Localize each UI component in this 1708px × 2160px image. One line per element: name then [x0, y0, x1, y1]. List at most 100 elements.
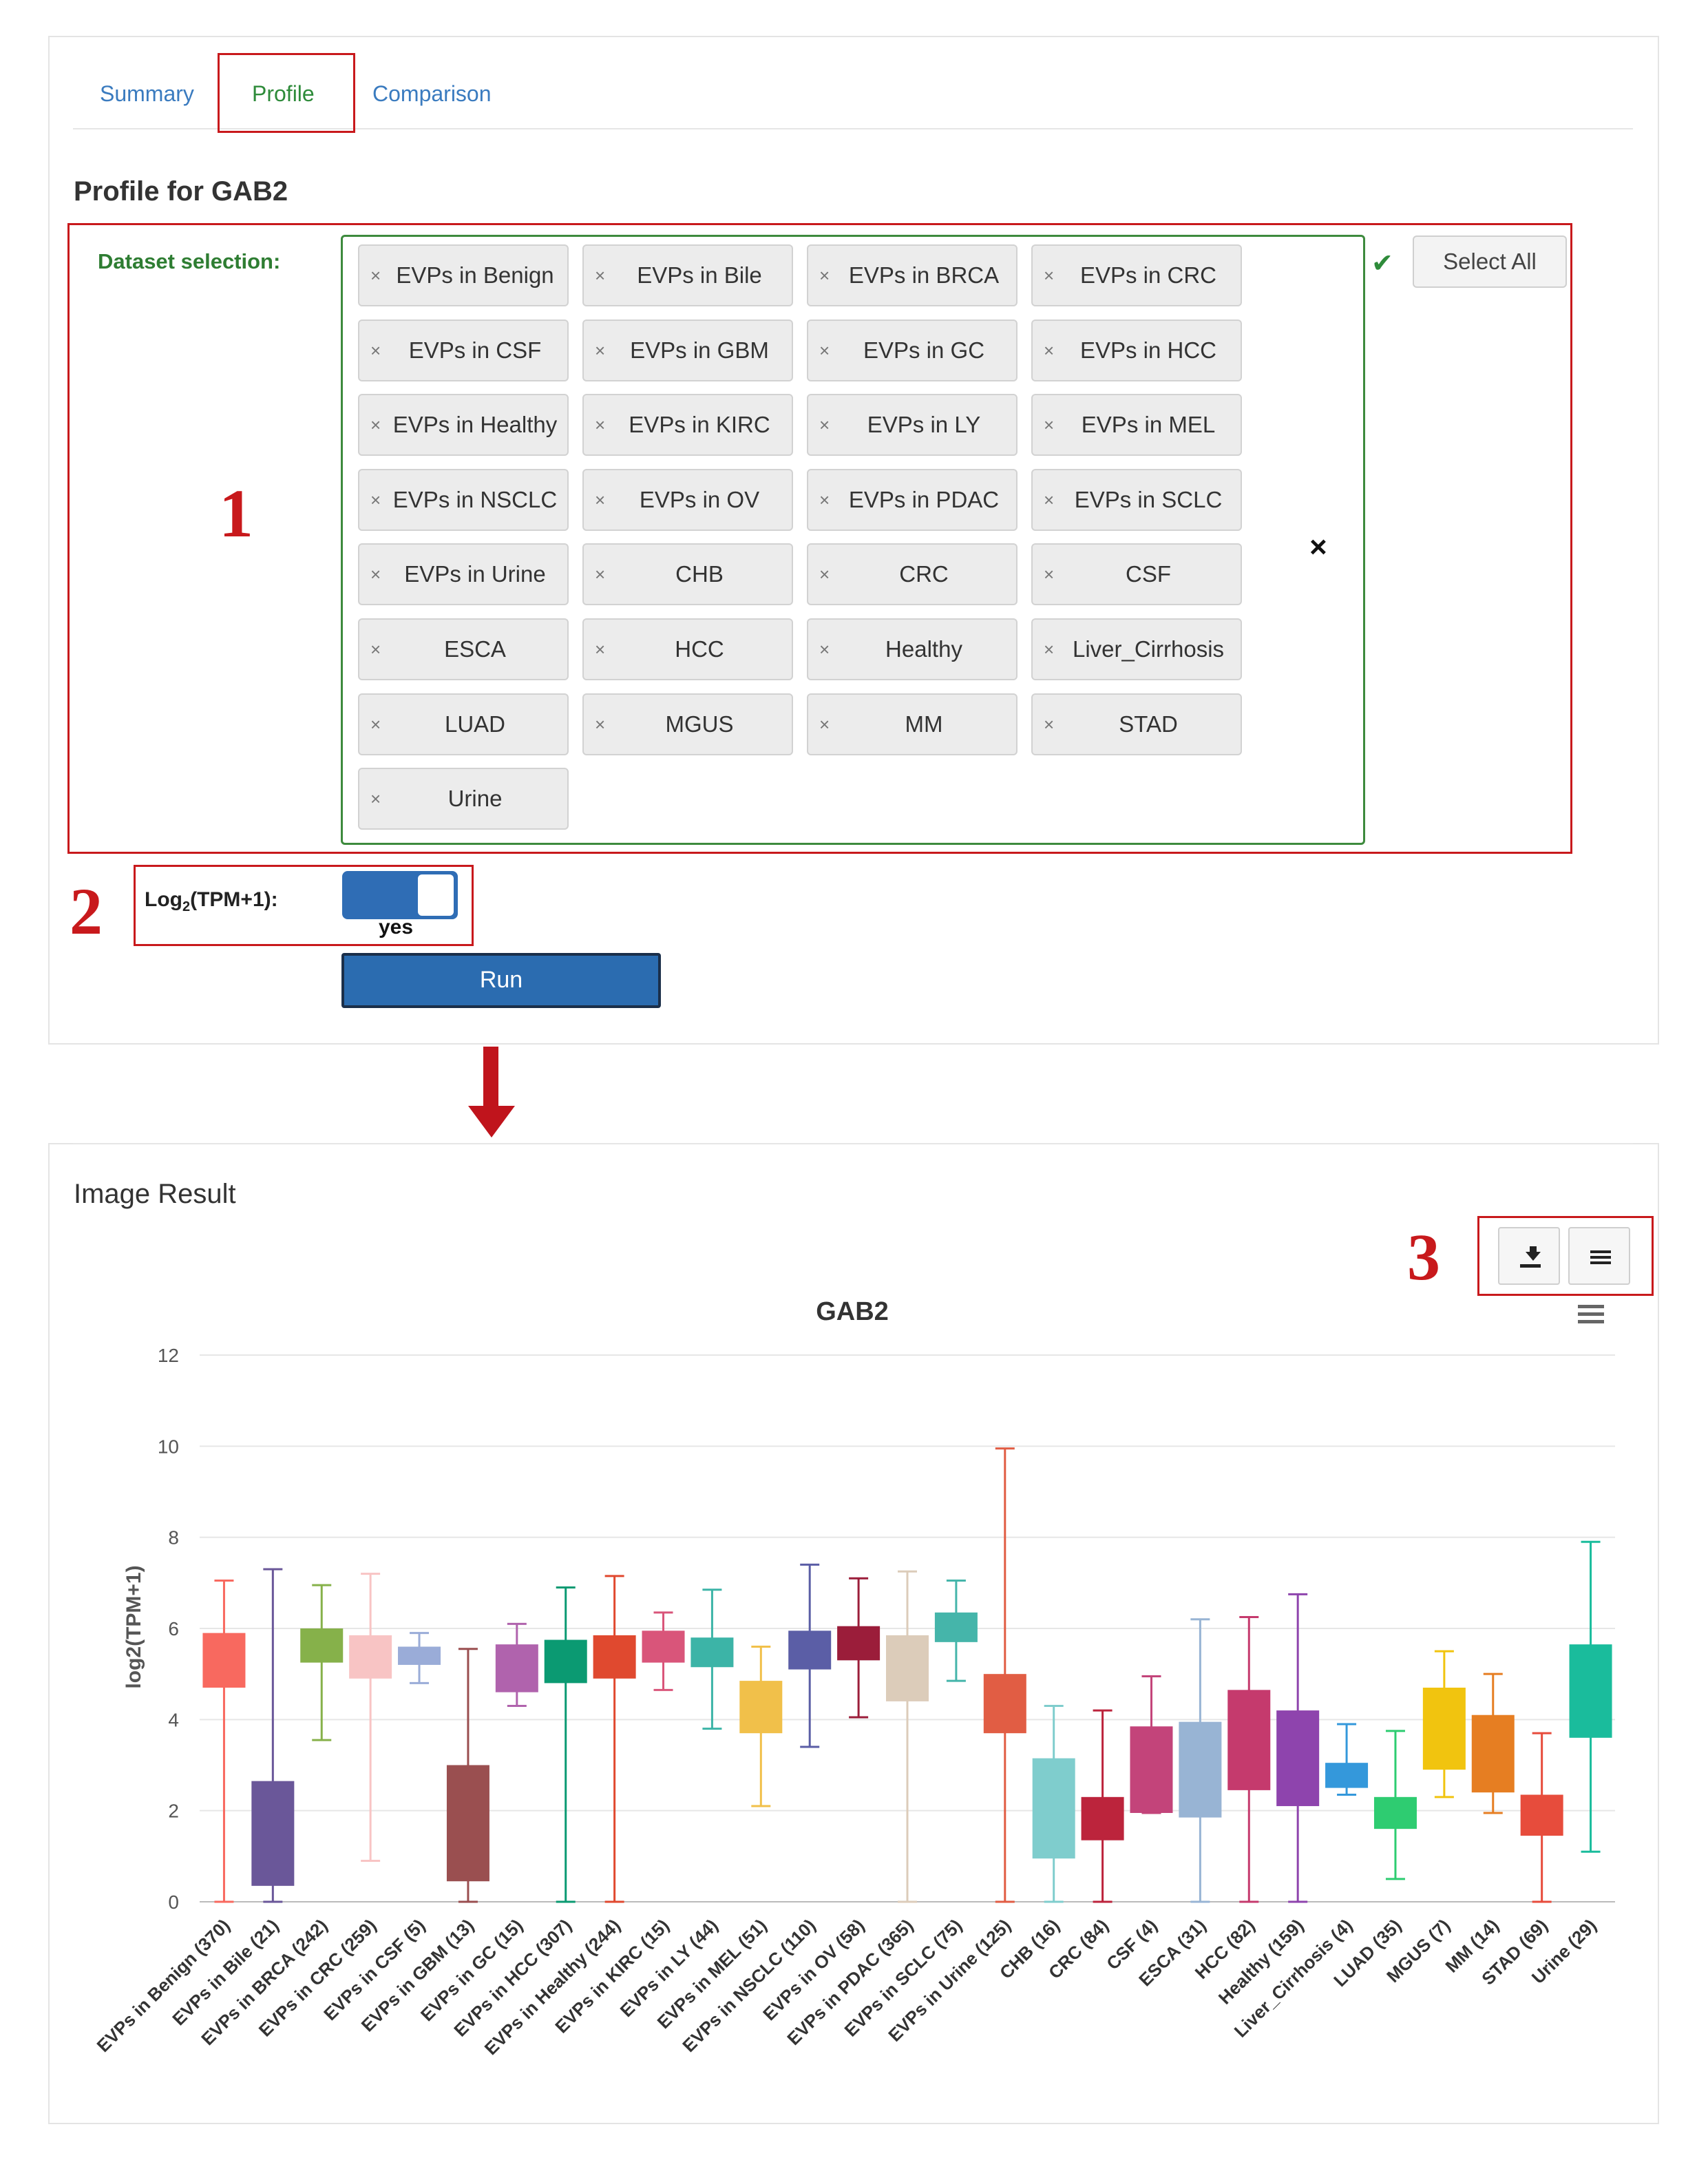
dataset-selection-highlight — [67, 223, 1572, 854]
select-all-button[interactable]: Select All — [1413, 235, 1567, 288]
log-toggle-switch[interactable] — [342, 871, 458, 919]
dataset-chip[interactable]: × EVPs in LY — [807, 394, 1018, 456]
box-12[interactable] — [739, 1645, 783, 1807]
box-1[interactable] — [202, 1580, 246, 1903]
run-button[interactable]: Run — [341, 953, 661, 1008]
box-11[interactable] — [690, 1588, 734, 1730]
box-body — [1130, 1726, 1173, 1813]
dataset-chip[interactable]: × EVPs in KIRC — [582, 394, 793, 456]
box-21[interactable] — [1179, 1618, 1222, 1903]
tab-comparison[interactable]: Comparison — [372, 81, 492, 106]
dataset-chip[interactable]: × EVPs in SCLC — [1031, 469, 1242, 531]
box-25[interactable] — [1373, 1730, 1417, 1880]
tab-summary[interactable]: Summary — [100, 81, 194, 106]
dataset-chip[interactable]: × Healthy — [807, 618, 1018, 680]
dataset-multiselect[interactable] — [341, 235, 1365, 845]
dataset-chip[interactable]: × CRC — [807, 543, 1018, 605]
box-7[interactable] — [495, 1622, 538, 1707]
dataset-chip[interactable]: × Urine — [358, 768, 569, 830]
dataset-chip[interactable]: × HCC — [582, 618, 793, 680]
remove-chip-icon[interactable]: × — [370, 564, 381, 585]
dataset-chip[interactable]: × STAD — [1031, 693, 1242, 755]
remove-chip-icon[interactable]: × — [1044, 639, 1055, 660]
box-2[interactable] — [251, 1568, 295, 1903]
box-13[interactable] — [788, 1563, 832, 1748]
box-29[interactable] — [1569, 1540, 1612, 1853]
dataset-chip[interactable]: × Liver_Cirrhosis — [1031, 618, 1242, 680]
remove-chip-icon[interactable]: × — [370, 788, 381, 809]
remove-chip-icon[interactable]: × — [370, 265, 381, 286]
remove-chip-icon[interactable]: × — [370, 340, 381, 361]
remove-chip-icon[interactable]: × — [819, 564, 830, 585]
remove-chip-icon[interactable]: × — [1044, 490, 1055, 510]
dataset-chip[interactable]: × EVPs in GC — [807, 319, 1018, 381]
remove-chip-icon[interactable]: × — [819, 340, 830, 361]
box-4[interactable] — [349, 1573, 392, 1862]
dataset-chip[interactable]: × EVPs in GBM — [582, 319, 793, 381]
box-3[interactable] — [300, 1584, 344, 1741]
remove-chip-icon[interactable]: × — [595, 564, 606, 585]
tab-profile[interactable]: Profile — [252, 81, 315, 106]
box-16[interactable] — [934, 1580, 978, 1682]
box-14[interactable] — [837, 1577, 881, 1719]
box-17[interactable] — [983, 1447, 1026, 1903]
remove-chip-icon[interactable]: × — [595, 340, 606, 361]
clear-selection-icon[interactable]: × — [1309, 530, 1327, 564]
dataset-chip[interactable]: × CSF — [1031, 543, 1242, 605]
dataset-chip[interactable]: × EVPs in Urine — [358, 543, 569, 605]
dataset-chip[interactable]: × MGUS — [582, 693, 793, 755]
hamburger-icon[interactable] — [1578, 1305, 1604, 1323]
menu-button[interactable] — [1568, 1227, 1630, 1285]
dataset-chip[interactable]: × EVPs in MEL — [1031, 394, 1242, 456]
box-23[interactable] — [1276, 1593, 1320, 1903]
box-9[interactable] — [593, 1575, 636, 1903]
box-19[interactable] — [1081, 1709, 1124, 1903]
dataset-chip[interactable]: × EVPs in Healthy — [358, 394, 569, 456]
box-15[interactable] — [886, 1570, 929, 1903]
dataset-chip[interactable]: × ESCA — [358, 618, 569, 680]
remove-chip-icon[interactable]: × — [1044, 714, 1055, 735]
box-26[interactable] — [1422, 1650, 1466, 1799]
remove-chip-icon[interactable]: × — [595, 415, 606, 435]
remove-chip-icon[interactable]: × — [1044, 564, 1055, 585]
remove-chip-icon[interactable]: × — [1044, 265, 1055, 286]
dataset-chip[interactable]: × EVPs in CSF — [358, 319, 569, 381]
remove-chip-icon[interactable]: × — [595, 265, 606, 286]
remove-chip-icon[interactable]: × — [819, 415, 830, 435]
remove-chip-icon[interactable]: × — [1044, 415, 1055, 435]
remove-chip-icon[interactable]: × — [819, 490, 830, 510]
dataset-chip[interactable]: × LUAD — [358, 693, 569, 755]
dataset-chip[interactable]: × EVPs in NSCLC — [358, 469, 569, 531]
dataset-chip[interactable]: × EVPs in CRC — [1031, 244, 1242, 306]
dataset-chip[interactable]: × EVPs in Bile — [582, 244, 793, 306]
dataset-chip[interactable]: × EVPs in HCC — [1031, 319, 1242, 381]
remove-chip-icon[interactable]: × — [595, 714, 606, 735]
remove-chip-icon[interactable]: × — [595, 490, 606, 510]
dataset-chip[interactable]: × EVPs in BRCA — [807, 244, 1018, 306]
dataset-chip[interactable]: × MM — [807, 693, 1018, 755]
remove-chip-icon[interactable]: × — [819, 639, 830, 660]
remove-chip-icon[interactable]: × — [370, 639, 381, 660]
box-20[interactable] — [1130, 1675, 1173, 1814]
remove-chip-icon[interactable]: × — [370, 415, 381, 435]
remove-chip-icon[interactable]: × — [595, 639, 606, 660]
box-6[interactable] — [446, 1648, 489, 1903]
dataset-chip[interactable]: × EVPs in Benign — [358, 244, 569, 306]
box-22[interactable] — [1227, 1615, 1271, 1903]
box-27[interactable] — [1471, 1673, 1515, 1814]
dataset-chip[interactable]: × EVPs in PDAC — [807, 469, 1018, 531]
box-28[interactable] — [1520, 1732, 1563, 1903]
box-10[interactable] — [642, 1611, 685, 1691]
box-24[interactable] — [1325, 1723, 1369, 1796]
dataset-chip[interactable]: × EVPs in OV — [582, 469, 793, 531]
remove-chip-icon[interactable]: × — [1044, 340, 1055, 361]
download-button[interactable] — [1498, 1227, 1560, 1285]
dataset-chip[interactable]: × CHB — [582, 543, 793, 605]
box-18[interactable] — [1032, 1704, 1075, 1903]
remove-chip-icon[interactable]: × — [819, 265, 830, 286]
remove-chip-icon[interactable]: × — [819, 714, 830, 735]
box-5[interactable] — [398, 1632, 441, 1684]
box-8[interactable] — [544, 1586, 587, 1903]
remove-chip-icon[interactable]: × — [370, 714, 381, 735]
remove-chip-icon[interactable]: × — [370, 490, 381, 510]
